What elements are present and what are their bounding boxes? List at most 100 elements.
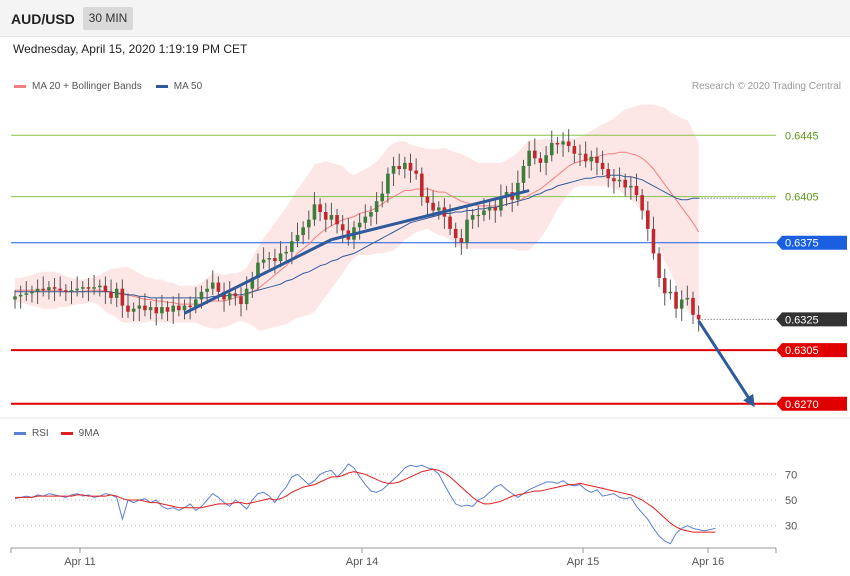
candle-body bbox=[233, 293, 238, 297]
candle-body bbox=[335, 215, 339, 225]
candle bbox=[414, 158, 418, 180]
candle bbox=[47, 281, 51, 300]
candle bbox=[329, 202, 334, 226]
candle-body bbox=[386, 173, 390, 194]
candle bbox=[318, 198, 322, 222]
candle-body bbox=[476, 215, 481, 217]
candle-body bbox=[459, 238, 464, 243]
rsi-ma-legend-label: 9MA bbox=[78, 428, 100, 439]
candle-body bbox=[250, 277, 255, 289]
candle-body bbox=[499, 196, 503, 211]
candle-body bbox=[86, 287, 91, 289]
rsi-ma-line bbox=[15, 468, 716, 533]
candle bbox=[188, 296, 192, 320]
candle-body bbox=[318, 204, 322, 213]
candle bbox=[516, 170, 520, 206]
candle bbox=[487, 201, 492, 220]
candle bbox=[58, 276, 62, 297]
candle-body bbox=[465, 219, 469, 243]
candle-body bbox=[301, 227, 305, 236]
candle-body bbox=[194, 299, 198, 308]
forecast-arrow-head bbox=[743, 393, 755, 408]
candle bbox=[97, 279, 102, 297]
timeframe-button[interactable]: 30 MIN bbox=[83, 7, 133, 30]
rsi-legend-swatch bbox=[14, 432, 26, 435]
candle bbox=[239, 287, 243, 317]
rsi-tick-label: 50 bbox=[785, 495, 797, 507]
level-label: 0.6445 bbox=[785, 130, 819, 142]
candle-body bbox=[493, 207, 498, 211]
candle-body bbox=[685, 297, 690, 300]
candle-body bbox=[273, 258, 277, 262]
candle bbox=[380, 181, 385, 208]
time-tick-label: Apr 11 bbox=[64, 556, 96, 568]
candle bbox=[312, 192, 317, 226]
candle-body bbox=[589, 156, 594, 162]
candle bbox=[640, 188, 644, 220]
candle bbox=[261, 247, 266, 269]
candle-body bbox=[380, 193, 385, 202]
candle bbox=[295, 222, 300, 248]
candle bbox=[24, 281, 29, 301]
candle-body bbox=[120, 288, 125, 306]
candle bbox=[420, 167, 424, 206]
candle-body bbox=[329, 215, 334, 220]
level-tag-0-6445: 0.6445 bbox=[785, 130, 819, 142]
candle bbox=[595, 147, 599, 176]
candle bbox=[369, 205, 373, 226]
candle bbox=[493, 198, 498, 223]
candle-body bbox=[448, 216, 452, 229]
candle-body bbox=[397, 165, 401, 170]
time-tick-label: Apr 16 bbox=[692, 556, 724, 568]
candle bbox=[267, 251, 272, 269]
candle-body bbox=[453, 228, 458, 239]
candle-body bbox=[312, 204, 317, 220]
candle-body bbox=[52, 287, 57, 289]
candle-body bbox=[256, 262, 260, 278]
candle-body bbox=[323, 212, 328, 220]
candle-body bbox=[420, 173, 424, 197]
candle bbox=[561, 132, 565, 157]
candle bbox=[651, 216, 656, 260]
level-label: 0.6325 bbox=[785, 314, 819, 326]
rsi-legend-label: RSI bbox=[32, 428, 49, 439]
candle bbox=[210, 270, 215, 295]
candle bbox=[465, 207, 469, 249]
candle bbox=[600, 150, 605, 176]
candle-body bbox=[216, 282, 221, 292]
candle bbox=[114, 282, 119, 308]
level-tag-bg bbox=[776, 343, 847, 358]
candle bbox=[544, 146, 548, 176]
candle bbox=[617, 167, 622, 188]
candle bbox=[143, 293, 147, 317]
candle-body bbox=[634, 185, 639, 196]
candle bbox=[131, 302, 136, 321]
level-tag-0-6270: 0.6270 bbox=[776, 396, 847, 411]
candle-body bbox=[657, 253, 661, 278]
candle-body bbox=[171, 305, 175, 312]
candle-body bbox=[340, 224, 345, 231]
candle bbox=[538, 152, 543, 173]
candle bbox=[589, 150, 594, 171]
candle-body bbox=[58, 288, 62, 291]
candle-body bbox=[131, 308, 136, 312]
candle-body bbox=[239, 296, 243, 305]
level-tag-0-6375: 0.6375 bbox=[776, 235, 847, 250]
candle bbox=[137, 296, 142, 321]
candle bbox=[555, 136, 560, 154]
level-tag-0-6405: 0.6405 bbox=[785, 192, 819, 204]
candle-body bbox=[640, 195, 644, 211]
level-label: 0.6375 bbox=[785, 238, 819, 250]
rsi-tick-label: 30 bbox=[785, 521, 797, 533]
candle-body bbox=[538, 158, 543, 163]
candle bbox=[431, 190, 435, 217]
datetime-label: Wednesday, April 15, 2020 1:19:19 PM CET bbox=[13, 42, 248, 56]
top-bar: AUD/USD 30 MIN bbox=[0, 0, 850, 37]
candle-body bbox=[24, 293, 29, 295]
candle-body bbox=[143, 305, 147, 311]
candle bbox=[646, 201, 650, 242]
candle-body bbox=[363, 216, 368, 223]
candle bbox=[335, 208, 339, 234]
ma50-line bbox=[15, 174, 699, 299]
